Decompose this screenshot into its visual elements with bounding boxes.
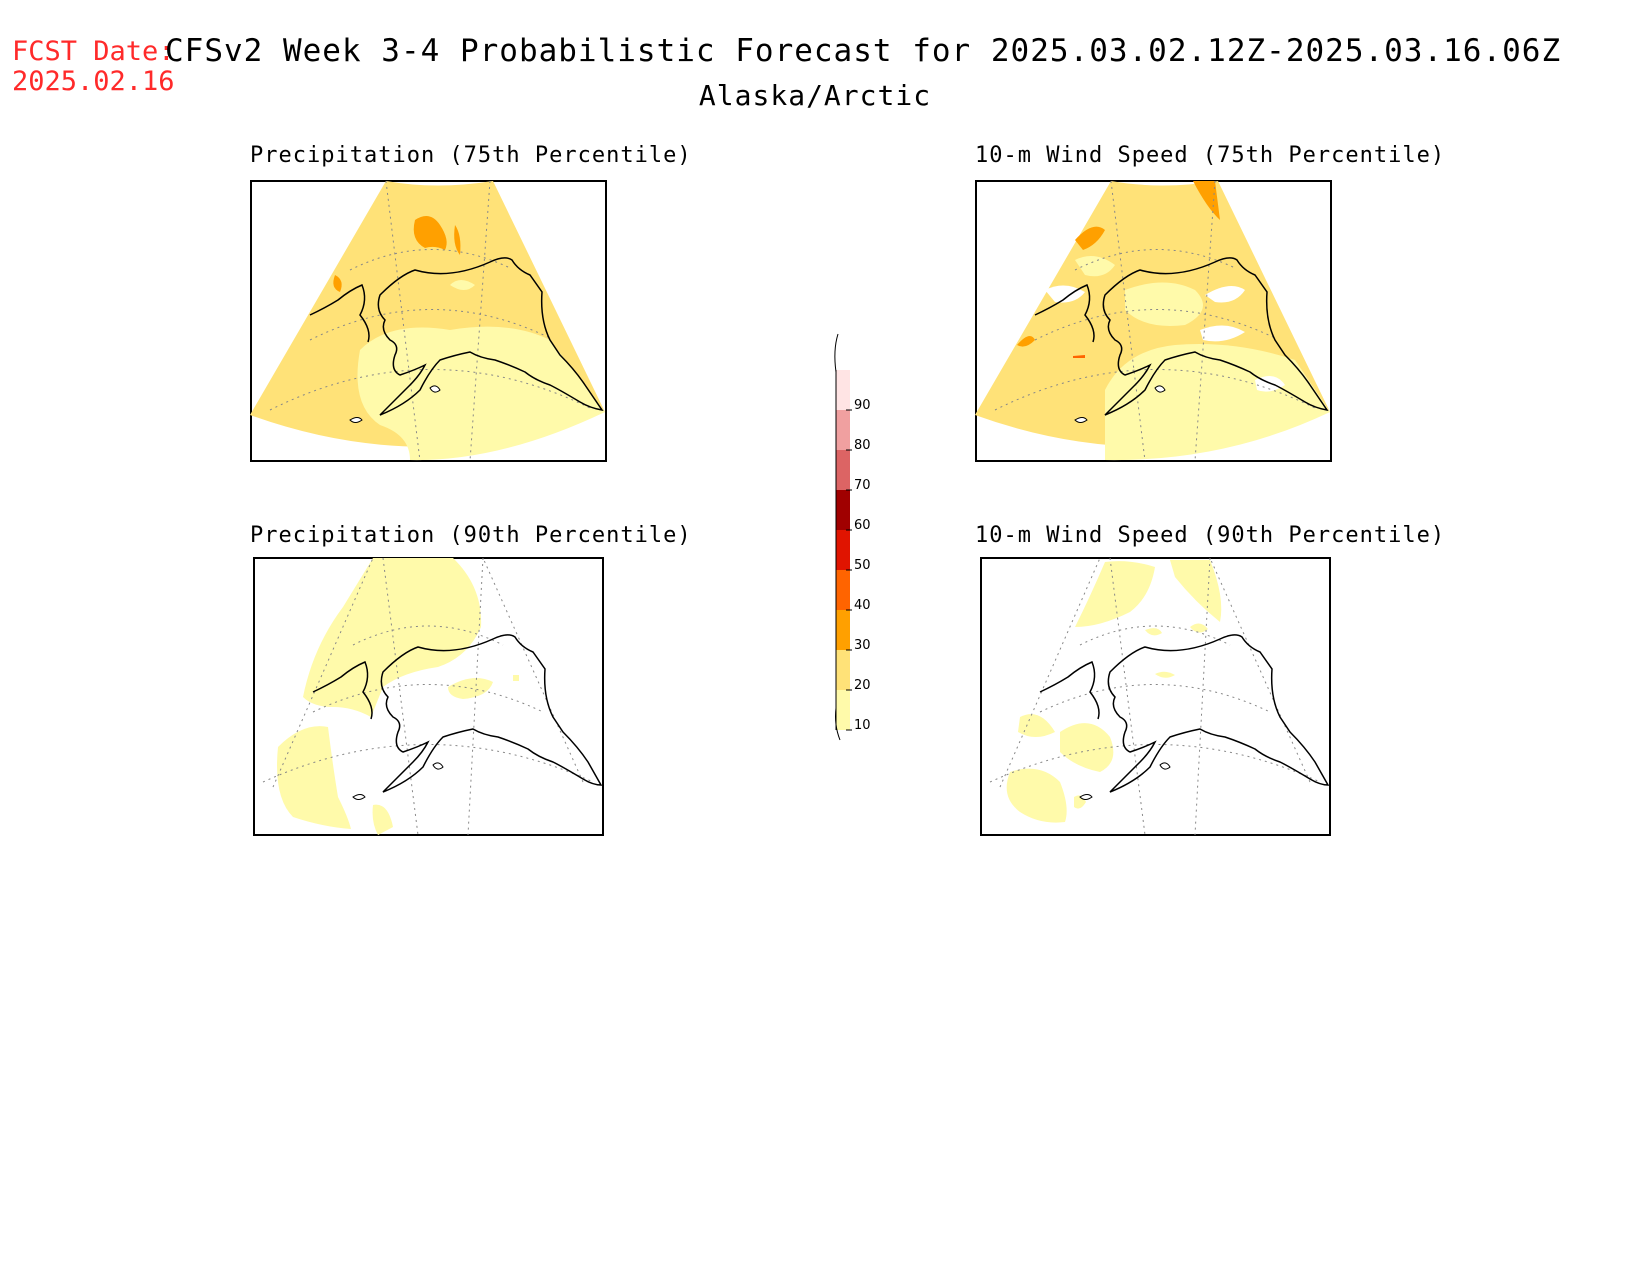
probability-30-40-region [1193,181,1220,220]
island [352,794,366,800]
colorbar-tick-label: 20 [854,678,871,693]
panel-title-wind-75: 10-m Wind Speed (75th Percentile) [975,143,1446,168]
chukotka-coastline [312,661,373,720]
probability-10-20-region [1075,256,1115,277]
probability-30-40-region [333,275,342,292]
forecast-date-value: 2025.02.16 [12,66,175,97]
forecast-date-label: FCST Date: [12,36,175,67]
probability-10-20-region [1105,344,1330,461]
graticule [994,180,1316,462]
probability-10-20-region [277,726,351,829]
probability-40-50-region [1073,355,1085,358]
colorbar-bin-60-70 [836,490,850,530]
alaska-coastline [380,634,603,793]
colorbar-tick-label: 60 [854,518,871,533]
colorbar-tick-label: 90 [854,398,871,413]
island [429,385,441,393]
island [1079,794,1093,800]
colorbar-tick-label: 30 [854,638,871,653]
panel-title-wind-90: 10-m Wind Speed (90th Percentile) [975,523,1446,548]
probability-30-40-region [1075,226,1105,250]
probability-10-20-region [1170,560,1222,622]
colorbar-bin-50-60 [836,530,850,570]
colorbar-bins [836,370,850,730]
colorbar-bottom-cap [835,707,841,741]
probability-10-20-region [357,326,605,461]
main-title: CFSv2 Week 3-4 Probabilistic Forecast fo… [165,33,1562,69]
probability-30-40-region [1017,336,1035,347]
map-wind-90 [980,557,1331,836]
graticule [989,557,1321,836]
probability-10-20-region [1060,723,1114,772]
probability-10-20-region [1190,623,1208,633]
probability-10-20-region [450,280,475,290]
probability-10-20-region [513,675,519,681]
map-precip-90 [253,557,604,836]
island [432,762,444,770]
colorbar-bin-70-80 [836,450,850,490]
colorbar-bin-30-40 [836,610,850,650]
island [349,417,363,423]
colorbar-tick-label: 80 [854,438,871,453]
probability-10-20-region [303,558,482,717]
chukotka-coastline [1034,284,1095,343]
probability-below-10-region [1200,325,1245,342]
chukotka-coastline [309,284,370,343]
colorbar-tick-label: 50 [854,558,871,573]
colorbar-tick-label: 40 [854,598,871,613]
colorbar-bin-20-30 [836,650,850,690]
probability-10-20-region [1006,768,1067,823]
colorbar-tick-label: 10 [854,718,871,733]
alaska-coastline [1102,257,1329,416]
probability-10-20-region [1155,671,1175,678]
colorbar-bin-80-90 [836,410,850,450]
colorbar-bin-90-100 [836,370,850,410]
probability-10-20-region [1145,628,1162,636]
colorbar-ticks: 90 80 70 60 50 40 30 20 10 [835,370,871,733]
region-subtitle: Alaska/Arctic [698,79,932,112]
probability-10-20-region [1018,714,1055,737]
alaska-coastline [377,257,604,416]
alaska-coastline [1107,634,1330,793]
island [1154,385,1166,393]
probability-30-40-region [413,216,447,250]
probability-10-20-region [448,678,493,699]
probability-10-20-region [372,804,393,835]
colorbar-bin-10-20 [836,690,850,730]
colorbar-top-cap [834,333,839,373]
island [1074,417,1088,423]
probability-10-20-region [1125,282,1203,326]
map-wind-75 [975,180,1332,462]
chukotka-coastline [1039,661,1100,720]
probability-below-10-region [1045,285,1085,303]
graticule [262,557,594,836]
panel-title-precip-75: Precipitation (75th Percentile) [250,143,692,168]
graticule [269,180,591,462]
map-precip-75 [250,180,607,462]
colorbar-tick-label: 70 [854,478,871,493]
panel-title-precip-90: Precipitation (90th Percentile) [250,523,692,548]
colorbar: 90 80 70 60 50 40 30 20 10 [834,333,871,741]
probability-below-10-region [1205,286,1245,303]
probability-30-40-region [454,225,461,255]
island [1159,762,1171,770]
colorbar-bin-40-50 [836,570,850,610]
